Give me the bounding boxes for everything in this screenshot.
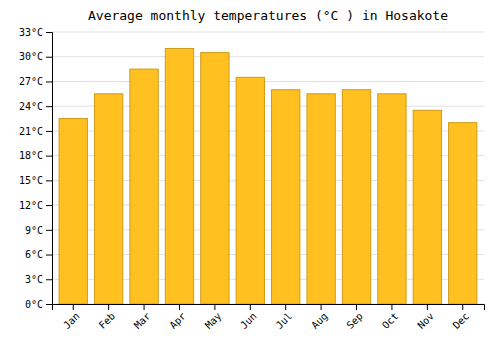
x-tick: Oct bbox=[380, 304, 401, 331]
bar bbox=[94, 94, 122, 304]
x-tick: Jan bbox=[61, 304, 82, 331]
y-tick-mark bbox=[46, 205, 52, 206]
chart: 0°C 3°C 6°C 9°C 12°C 15°C 18°C 21°C 24°C 27°C 30°C… bbox=[0, 0, 500, 350]
grid bbox=[52, 32, 484, 304]
x-tick: Feb bbox=[97, 304, 118, 331]
bar bbox=[342, 90, 370, 304]
y-tick-label: 12°C bbox=[19, 200, 43, 211]
y-tick: 24°C bbox=[19, 101, 52, 112]
x-tick: Aug bbox=[309, 304, 330, 331]
x-tick: Mar bbox=[132, 304, 153, 331]
bar bbox=[378, 94, 406, 304]
x-tick-label: Dec bbox=[451, 310, 472, 331]
bars bbox=[59, 48, 477, 304]
x-tick-mark bbox=[285, 304, 286, 310]
y-tick-mark bbox=[46, 304, 52, 305]
x-tick: Nov bbox=[415, 304, 436, 331]
x-tick-mark bbox=[214, 304, 215, 310]
y-tick: 27°C bbox=[19, 76, 52, 87]
x-tick-mark bbox=[427, 304, 428, 310]
y-tick-mark bbox=[46, 180, 52, 181]
x-tick-label: Jan bbox=[61, 310, 82, 331]
x-tick-label: Oct bbox=[380, 310, 401, 331]
bar bbox=[201, 53, 229, 304]
x-tick-label: Jul bbox=[274, 310, 295, 331]
x-axis-line bbox=[53, 305, 485, 311]
y-tick-mark bbox=[46, 106, 52, 107]
x-tick-mark bbox=[250, 304, 251, 310]
bar bbox=[59, 119, 87, 304]
x-tick-label: Feb bbox=[97, 310, 118, 331]
y-tick-label: 3°C bbox=[25, 274, 43, 285]
y-tick-mark bbox=[46, 57, 52, 58]
x-tick-label: Sep bbox=[344, 310, 365, 331]
y-tick: 9°C bbox=[25, 225, 52, 236]
y-tick-mark bbox=[46, 131, 52, 132]
y-tick-label: 15°C bbox=[19, 175, 43, 186]
grid-line bbox=[52, 32, 484, 33]
y-tick-label: 24°C bbox=[19, 101, 43, 112]
y-tick: 0°C bbox=[25, 299, 52, 310]
y-tick-mark bbox=[46, 156, 52, 157]
y-tick: 18°C bbox=[19, 150, 52, 161]
x-tick-mark bbox=[356, 304, 357, 310]
bar bbox=[165, 48, 193, 304]
bar bbox=[236, 77, 264, 304]
y-tick: 33°C bbox=[19, 27, 52, 38]
x-tick: Dec bbox=[451, 304, 472, 331]
grid-line bbox=[52, 56, 484, 57]
x-tick: Apr bbox=[167, 304, 188, 331]
x-tick-mark bbox=[73, 304, 74, 310]
x-axis: Jan Feb Mar Apr May Jun Jul Aug Sep Oct Nov Dec bbox=[53, 304, 485, 331]
x-tick-label: Nov bbox=[415, 310, 436, 331]
y-tick-label: 0°C bbox=[25, 299, 43, 310]
x-tick: Jul bbox=[274, 304, 295, 331]
y-tick-label: 33°C bbox=[19, 27, 43, 38]
x-tick-mark bbox=[321, 304, 322, 310]
bar bbox=[449, 123, 477, 304]
y-tick-mark bbox=[46, 279, 52, 280]
y-tick-label: 30°C bbox=[19, 51, 43, 62]
y-tick: 3°C bbox=[25, 274, 52, 285]
x-tick-mark bbox=[462, 304, 463, 310]
x-tick-label: May bbox=[203, 310, 224, 331]
y-tick-mark bbox=[46, 81, 52, 82]
y-tick: 15°C bbox=[19, 175, 52, 186]
y-axis: 0°C 3°C 6°C 9°C 12°C 15°C 18°C 21°C 24°C 27°C 30°C… bbox=[19, 27, 53, 310]
x-tick-mark bbox=[144, 304, 145, 310]
x-tick: May bbox=[203, 304, 224, 331]
x-tick-label: Jun bbox=[238, 310, 259, 331]
bar bbox=[307, 94, 335, 304]
x-tick-mark bbox=[391, 304, 392, 310]
y-tick-label: 6°C bbox=[25, 249, 43, 260]
y-tick-label: 9°C bbox=[25, 225, 43, 236]
y-tick: 30°C bbox=[19, 51, 52, 62]
y-tick-mark bbox=[46, 255, 52, 256]
y-axis-line bbox=[46, 33, 53, 305]
x-tick-label: Apr bbox=[167, 310, 188, 331]
x-tick: Jun bbox=[238, 304, 259, 331]
plot: 0°C 3°C 6°C 9°C 12°C 15°C 18°C 21°C 24°C 27°C 30°C… bbox=[19, 27, 485, 331]
x-tick-mark bbox=[179, 304, 180, 310]
y-tick-label: 18°C bbox=[19, 150, 43, 161]
bar bbox=[272, 90, 300, 304]
y-tick-label: 21°C bbox=[19, 126, 43, 137]
y-tick-label: 27°C bbox=[19, 76, 43, 87]
grid-line bbox=[52, 81, 484, 82]
x-tick-label: Aug bbox=[309, 310, 330, 331]
bar bbox=[413, 110, 441, 304]
x-tick: Sep bbox=[344, 304, 365, 331]
y-tick-mark bbox=[46, 230, 52, 231]
y-tick-mark bbox=[46, 32, 52, 33]
x-tick-label: Mar bbox=[132, 310, 153, 331]
y-tick: 12°C bbox=[19, 200, 52, 211]
y-tick: 21°C bbox=[19, 126, 52, 137]
bar bbox=[130, 69, 158, 304]
y-tick: 6°C bbox=[25, 249, 52, 260]
x-tick-mark bbox=[108, 304, 109, 310]
title: Average monthly temperatures (°C ) in Ho… bbox=[88, 8, 448, 23]
